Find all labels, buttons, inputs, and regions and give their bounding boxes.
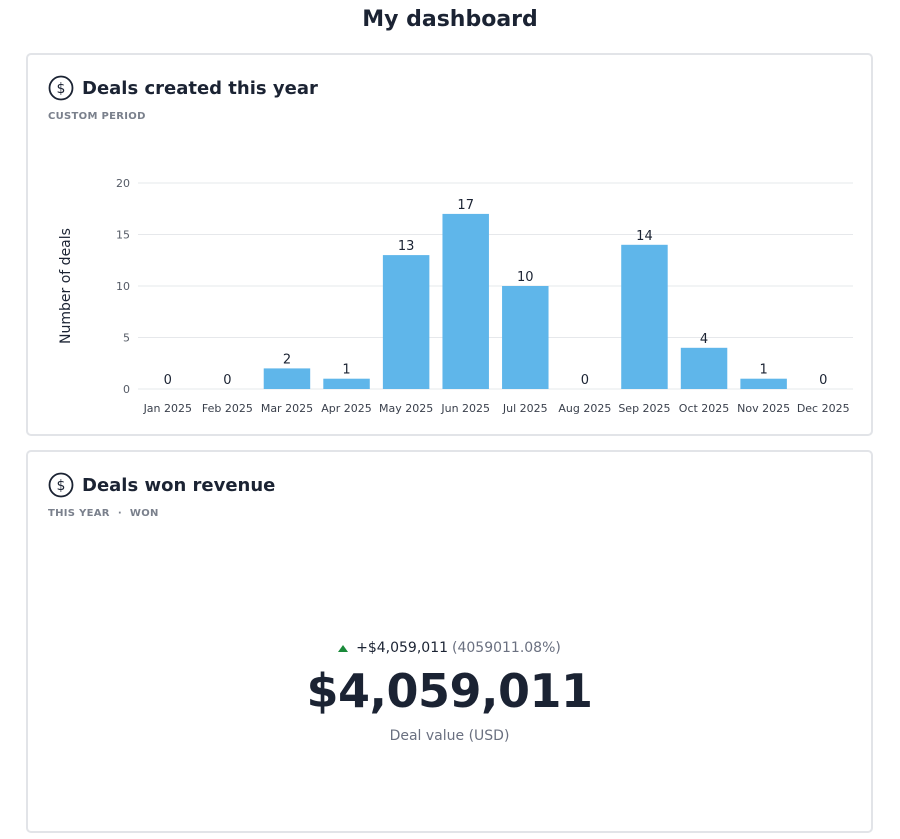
card-title[interactable]: Deals created this year bbox=[82, 77, 318, 99]
bar bbox=[323, 378, 370, 389]
bar bbox=[680, 347, 728, 389]
data-label: 13 bbox=[398, 239, 415, 254]
x-tick-label: Mar 2025 bbox=[261, 402, 313, 415]
y-tick-label: 0 bbox=[123, 383, 130, 396]
svg-text:$: $ bbox=[57, 478, 66, 494]
x-tick-label: Sep 2025 bbox=[618, 402, 670, 415]
y-tick-label: 15 bbox=[116, 229, 130, 242]
deals-created-card[interactable]: $ Deals created this year CUSTOM PERIOD … bbox=[26, 53, 873, 436]
kpi-label: Deal value (USD) bbox=[389, 728, 510, 744]
data-label: 4 bbox=[700, 332, 708, 347]
card-period-label: CUSTOM PERIOD bbox=[48, 111, 146, 122]
svg-text:$: $ bbox=[57, 81, 66, 97]
bar bbox=[263, 368, 311, 389]
dollar-circle-icon: $ bbox=[48, 472, 74, 498]
filter-status: WON bbox=[129, 508, 159, 519]
card-filters: THIS YEAR · WON bbox=[48, 508, 159, 519]
bar bbox=[740, 378, 787, 389]
x-tick-label: Nov 2025 bbox=[737, 402, 790, 415]
data-label: 1 bbox=[342, 363, 350, 378]
y-tick-label: 5 bbox=[123, 332, 130, 345]
x-tick-label: Jan 2025 bbox=[143, 402, 192, 415]
bar bbox=[442, 213, 489, 389]
x-tick-label: Apr 2025 bbox=[321, 402, 372, 415]
card-header: $ Deals won revenue bbox=[48, 472, 275, 498]
card-header: $ Deals created this year bbox=[48, 75, 318, 101]
x-tick-label: Aug 2025 bbox=[558, 402, 611, 415]
triangle-up-icon bbox=[338, 644, 349, 652]
data-label: 0 bbox=[819, 373, 827, 388]
change-percent: (4059011.08%) bbox=[452, 640, 561, 656]
x-tick-label: Jul 2025 bbox=[502, 402, 548, 415]
x-tick-label: Feb 2025 bbox=[202, 402, 253, 415]
dollar-circle-icon: $ bbox=[48, 75, 74, 101]
period-text: CUSTOM PERIOD bbox=[48, 111, 146, 122]
kpi-value: $4,059,011 bbox=[306, 664, 593, 718]
filter-period: THIS YEAR bbox=[48, 508, 110, 519]
data-label: 0 bbox=[164, 373, 172, 388]
kpi-change: +$4,059,011 (4059011.08%) bbox=[28, 640, 871, 656]
page-title: My dashboard bbox=[362, 7, 538, 32]
y-axis-title: Number of deals bbox=[58, 228, 74, 344]
card-title[interactable]: Deals won revenue bbox=[82, 474, 276, 496]
data-label: 2 bbox=[283, 352, 291, 367]
deals-won-card[interactable]: $ Deals won revenue THIS YEAR · WON +$4,… bbox=[26, 450, 873, 833]
data-label: 0 bbox=[581, 373, 589, 388]
data-label: 14 bbox=[636, 229, 653, 244]
x-tick-label: Dec 2025 bbox=[797, 402, 850, 415]
bar bbox=[382, 255, 430, 389]
y-tick-label: 20 bbox=[116, 177, 130, 190]
x-tick-label: May 2025 bbox=[379, 402, 433, 415]
data-label: 0 bbox=[223, 373, 231, 388]
bar bbox=[621, 244, 668, 389]
x-tick-label: Jun 2025 bbox=[440, 402, 490, 415]
bar bbox=[502, 286, 549, 389]
data-label: 17 bbox=[457, 198, 474, 213]
data-label: 1 bbox=[759, 363, 767, 378]
data-label: 10 bbox=[517, 270, 534, 285]
x-tick-label: Oct 2025 bbox=[679, 402, 730, 415]
separator-dot: · bbox=[117, 508, 122, 519]
y-tick-label: 10 bbox=[116, 280, 130, 293]
change-amount: +$4,059,011 bbox=[356, 640, 449, 656]
